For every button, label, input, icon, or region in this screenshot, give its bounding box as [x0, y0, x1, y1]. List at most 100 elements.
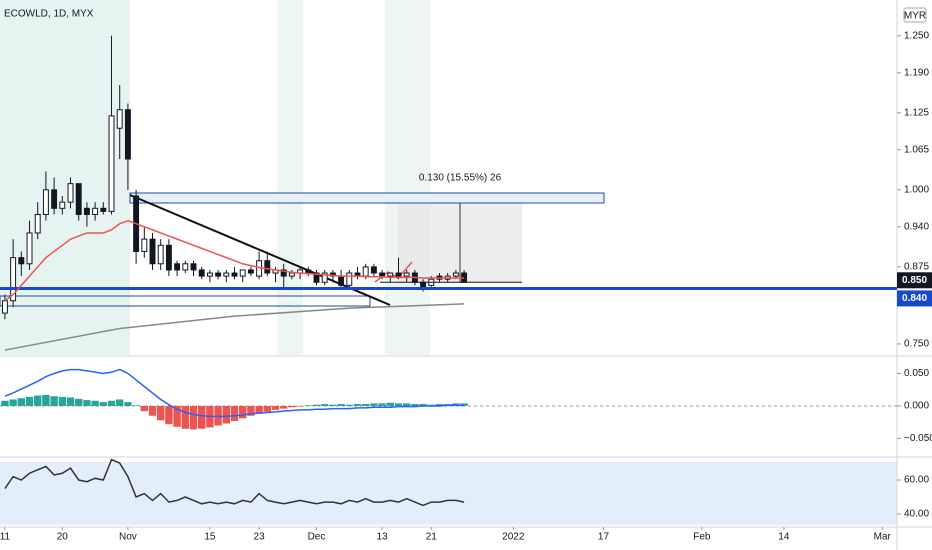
- histogram-bar: [321, 404, 329, 406]
- candle-body: [288, 272, 295, 277]
- histogram-bar: [280, 405, 288, 409]
- x-tick-label: 14: [778, 532, 790, 543]
- histogram-bar: [239, 405, 247, 419]
- x-tick-label: 17: [598, 532, 610, 543]
- candle-body: [18, 257, 25, 265]
- candle-body: [34, 213, 41, 234]
- series-line: [4, 303, 465, 351]
- histogram-bar: [107, 400, 116, 406]
- shade-zone: [277, 0, 303, 355]
- histogram-bar: [255, 405, 263, 414]
- histogram-bar: [263, 405, 271, 412]
- histogram-bar: [50, 396, 58, 406]
- histogram-bar: [361, 404, 370, 406]
- y-tick-label: 60.00: [904, 475, 929, 486]
- candle-body: [1, 300, 8, 314]
- price-label-box: [897, 290, 932, 307]
- histogram-bar: [230, 405, 239, 421]
- series-line: [4, 458, 465, 507]
- candle-body: [362, 266, 369, 277]
- x-tick-label: 15: [204, 532, 216, 543]
- candle-body: [264, 260, 271, 274]
- candle-body: [223, 272, 230, 277]
- candle-body: [10, 257, 17, 302]
- histogram-bar: [247, 405, 255, 416]
- histogram-bar: [222, 405, 230, 424]
- candle-body: [157, 244, 164, 265]
- y-tick-label: 40.00: [904, 509, 929, 520]
- symbol-title: ECOWLD, 1D, MYX: [4, 9, 94, 20]
- histogram-bar: [75, 398, 83, 406]
- currency: MYR: [904, 11, 926, 22]
- x-tick-label: 2022: [502, 532, 525, 543]
- candle-body: [338, 275, 345, 286]
- histogram-bar: [34, 395, 42, 406]
- x-tick-label: Feb: [693, 532, 711, 543]
- histogram-bar: [91, 400, 99, 406]
- candle-body: [305, 269, 312, 274]
- x-tick-label: 23: [254, 532, 266, 543]
- histogram-bar: [99, 402, 108, 406]
- histogram-bar: [304, 405, 312, 406]
- y-tick-label: 0.050: [904, 368, 929, 379]
- x-tick-label: Nov: [119, 532, 137, 543]
- histogram-bar: [312, 404, 321, 406]
- histogram-bar: [198, 405, 206, 429]
- histogram-bar: [1, 400, 9, 406]
- support-zone: [0, 295, 371, 307]
- candle-body: [206, 272, 213, 277]
- candle-body: [280, 269, 287, 277]
- candle-body: [321, 272, 328, 283]
- x-tick-label: 13: [377, 532, 389, 543]
- candle-body: [75, 183, 82, 215]
- candle-body: [403, 272, 410, 277]
- histogram-bar: [353, 404, 362, 406]
- histogram-bar: [370, 403, 378, 406]
- candle-body: [182, 263, 189, 271]
- candle-body: [116, 109, 123, 129]
- rsi-band: [0, 462, 897, 525]
- candle-body: [165, 244, 172, 271]
- candle-body: [100, 207, 107, 212]
- shade-zone: [385, 0, 430, 355]
- histogram-bar: [58, 396, 67, 406]
- x-tick-label: Dec: [308, 532, 326, 543]
- candle-body: [231, 272, 238, 277]
- y-tick-label: 1.000: [904, 184, 929, 195]
- series-line: [4, 368, 465, 418]
- histogram-bar: [419, 404, 427, 406]
- candle-body: [247, 269, 254, 274]
- candle-body: [313, 272, 320, 283]
- candle-body: [26, 232, 33, 265]
- candle-body: [51, 189, 58, 209]
- candle-body: [141, 238, 148, 252]
- histogram-bar: [132, 405, 140, 406]
- histogram-bar: [25, 396, 34, 406]
- histogram-bar: [165, 405, 173, 425]
- y-tick-label: 1.250: [904, 30, 929, 41]
- price-label: 0.840: [902, 293, 927, 304]
- price-label-box: [897, 272, 932, 289]
- y-tick-label: −0.050: [904, 433, 932, 444]
- x-tick-label: 21: [426, 532, 438, 543]
- histogram-bar: [116, 399, 124, 406]
- histogram-bar: [337, 404, 345, 406]
- measure-annotation: 0.130 (15.55%) 26: [419, 173, 502, 184]
- candle-body: [239, 269, 246, 277]
- histogram-bar: [288, 405, 296, 408]
- target-zone: [129, 192, 605, 204]
- histogram-bar: [124, 402, 132, 406]
- candle-body: [42, 189, 49, 215]
- y-tick-label: 0.000: [904, 401, 929, 412]
- trend-line: [129, 194, 391, 306]
- histogram-bar: [378, 403, 386, 406]
- histogram-bar: [9, 399, 17, 406]
- candle-body: [346, 272, 353, 286]
- histogram-bar: [17, 398, 26, 406]
- candle-body: [387, 272, 394, 277]
- histogram-bar: [66, 397, 75, 406]
- histogram-bar: [189, 405, 198, 430]
- candle-body: [59, 201, 66, 209]
- x-tick-label: 11: [0, 532, 11, 543]
- histogram-bar: [345, 404, 353, 406]
